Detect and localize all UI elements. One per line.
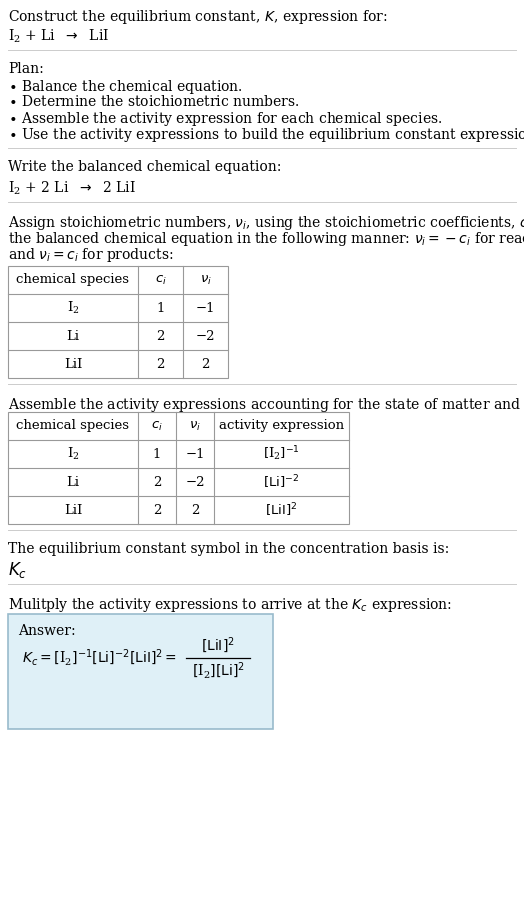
Text: $c_i$: $c_i$ [151, 420, 163, 432]
Text: chemical species: chemical species [16, 273, 129, 287]
Text: $\mathregular{I_2}$: $\mathregular{I_2}$ [67, 446, 79, 462]
Text: 2: 2 [201, 358, 210, 370]
Text: 2: 2 [153, 503, 161, 517]
Text: Construct the equilibrium constant, $K$, expression for:: Construct the equilibrium constant, $K$,… [8, 8, 388, 26]
Text: activity expression: activity expression [219, 420, 344, 432]
Text: 2: 2 [191, 503, 199, 517]
Text: $\bullet$ Determine the stoichiometric numbers.: $\bullet$ Determine the stoichiometric n… [8, 94, 299, 109]
Text: −2: −2 [196, 330, 215, 343]
Text: LiI: LiI [64, 503, 82, 517]
Bar [8, 266, 228, 378]
Text: $K_c$: $K_c$ [8, 560, 27, 580]
Text: $[\mathregular{I_2}]^{-1}$: $[\mathregular{I_2}]^{-1}$ [263, 445, 300, 463]
Text: $\bullet$ Use the activity expressions to build the equilibrium constant express: $\bullet$ Use the activity expressions t… [8, 126, 524, 144]
Text: 2: 2 [156, 330, 165, 343]
Text: −1: −1 [185, 448, 205, 460]
Text: $[\mathrm{LiI}]^{2}$: $[\mathrm{LiI}]^{2}$ [265, 502, 298, 519]
Text: Write the balanced chemical equation:: Write the balanced chemical equation: [8, 160, 281, 174]
Text: 1: 1 [156, 301, 165, 315]
Text: $[\mathregular{I_2}][\mathrm{Li}]^{2}$: $[\mathregular{I_2}][\mathrm{Li}]^{2}$ [192, 661, 244, 681]
Text: $\mathregular{I_2}$ + 2 Li  $\rightarrow$  2 LiI: $\mathregular{I_2}$ + 2 Li $\rightarrow$… [8, 180, 136, 198]
Text: $\nu_i$: $\nu_i$ [200, 273, 212, 287]
Text: $\mathregular{I_2}$ + Li  $\rightarrow$  LiI: $\mathregular{I_2}$ + Li $\rightarrow$ L… [8, 28, 110, 46]
Text: the balanced chemical equation in the following manner: $\nu_i = -c_i$ for react: the balanced chemical equation in the fo… [8, 230, 524, 248]
Text: −2: −2 [185, 476, 205, 488]
Text: $\nu_i$: $\nu_i$ [189, 420, 201, 432]
Text: 2: 2 [153, 476, 161, 488]
Text: $\bullet$ Assemble the activity expression for each chemical species.: $\bullet$ Assemble the activity expressi… [8, 110, 442, 128]
Text: 1: 1 [153, 448, 161, 460]
Text: Li: Li [67, 476, 80, 488]
Text: Li: Li [67, 330, 80, 343]
Text: LiI: LiI [64, 358, 82, 370]
Text: $c_i$: $c_i$ [155, 273, 167, 287]
Text: Plan:: Plan: [8, 62, 43, 76]
Text: Answer:: Answer: [18, 624, 75, 638]
Text: $K_c = [\mathregular{I_2}]^{-1} [\mathrm{Li}]^{-2} [\mathrm{LiI}]^{2} = $: $K_c = [\mathregular{I_2}]^{-1} [\mathrm… [22, 648, 177, 668]
Text: Mulitply the activity expressions to arrive at the $K_c$ expression:: Mulitply the activity expressions to arr… [8, 596, 452, 614]
Bar [8, 412, 349, 524]
Text: Assemble the activity expressions accounting for the state of matter and $\nu_i$: Assemble the activity expressions accoun… [8, 396, 524, 414]
Text: $[\mathrm{Li}]^{-2}$: $[\mathrm{Li}]^{-2}$ [264, 473, 300, 491]
FancyBboxPatch shape [8, 614, 273, 729]
Text: chemical species: chemical species [16, 420, 129, 432]
Text: $[\mathrm{LiI}]^{2}$: $[\mathrm{LiI}]^{2}$ [201, 635, 235, 655]
Text: and $\nu_i = c_i$ for products:: and $\nu_i = c_i$ for products: [8, 246, 173, 264]
Text: 2: 2 [156, 358, 165, 370]
Text: The equilibrium constant symbol in the concentration basis is:: The equilibrium constant symbol in the c… [8, 542, 449, 556]
Text: $\mathregular{I_2}$: $\mathregular{I_2}$ [67, 300, 79, 316]
Text: Assign stoichiometric numbers, $\nu_i$, using the stoichiometric coefficients, $: Assign stoichiometric numbers, $\nu_i$, … [8, 214, 524, 232]
Text: −1: −1 [196, 301, 215, 315]
Text: $\bullet$ Balance the chemical equation.: $\bullet$ Balance the chemical equation. [8, 78, 243, 96]
